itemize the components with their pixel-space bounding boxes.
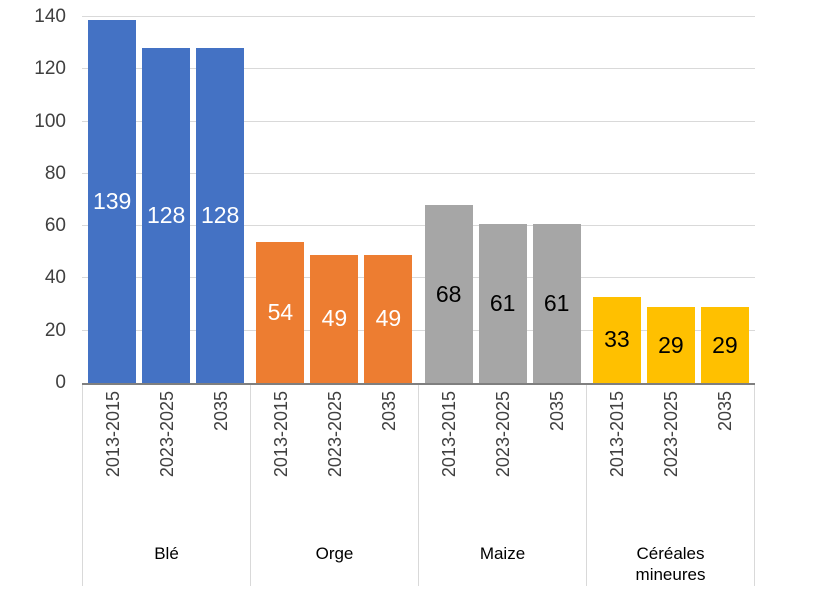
category-label: Blé	[154, 544, 179, 563]
x-tick-cell: 2013-2015	[257, 385, 305, 535]
x-axis-group-column: 2013-2015 2023-2025 2035 Orge	[250, 385, 418, 586]
x-tick-cell: 2035	[197, 385, 245, 535]
x-tick-label: 2013-2015	[438, 391, 459, 478]
bar-value-label: 29	[658, 331, 684, 358]
x-tick-cell: 2013-2015	[593, 385, 641, 535]
x-tick-label: 2023-2025	[324, 391, 345, 478]
bar: 29	[700, 307, 749, 383]
bar: 49	[364, 254, 413, 383]
bar-value-label: 61	[543, 289, 570, 316]
x-tick-label: 2013-2015	[270, 391, 291, 478]
bar-group: 33 29 29	[587, 17, 755, 383]
x-tick-cell: 2013-2015	[425, 385, 473, 535]
gridline	[82, 16, 755, 17]
x-tick-cell: 2023-2025	[143, 385, 191, 535]
bar: 29	[646, 307, 695, 383]
x-tick-cell: 2035	[533, 385, 581, 535]
x-tick-cell: 2035	[365, 385, 413, 535]
category-label: Orge	[315, 544, 354, 563]
bar: 128	[142, 48, 191, 383]
x-tick-label: 2035	[546, 391, 567, 432]
x-tick-cell: 2013-2015	[89, 385, 137, 535]
x-axis-group-column: 2013-2015 2023-2025 2035 Maize	[418, 385, 586, 586]
y-tick-label: 100	[34, 110, 66, 132]
x-tick-cell: 2023-2025	[479, 385, 527, 535]
bar: 139	[88, 19, 137, 383]
x-tick-label: 2023-2025	[492, 391, 513, 478]
y-tick-label: 80	[44, 162, 66, 184]
bar-value-label: 68	[435, 280, 462, 307]
y-tick-label: 140	[34, 6, 66, 27]
x-tick-label: 2013-2015	[606, 391, 627, 478]
x-tick-cell: 2023-2025	[311, 385, 359, 535]
x-axis: 2013-2015 2023-2025 2035 Blé 2013-2015 2023-2…	[82, 385, 755, 586]
category-label: Maize	[479, 544, 526, 563]
y-tick-label: 0	[55, 372, 66, 393]
bar-value-label: 61	[489, 289, 516, 316]
x-axis-group-column: 2013-2015 2023-2025 2035 Blé	[82, 385, 250, 586]
bar: 68	[424, 205, 473, 383]
bar: 49	[310, 254, 359, 383]
y-tick-label: 120	[34, 58, 66, 80]
bar-groups: 139 128 128 54 49 49 68 61 61 33 29 29	[82, 17, 755, 383]
bar: 54	[256, 241, 305, 383]
bar-group: 68 61 61	[419, 17, 587, 383]
bar-value-label: 33	[604, 326, 630, 353]
gridline	[82, 329, 755, 331]
x-tick-label: 2035	[378, 391, 399, 432]
gridline	[82, 68, 755, 70]
bar-group: 139 128 128	[82, 17, 250, 383]
y-tick-label: 20	[44, 319, 66, 341]
bar: 33	[592, 296, 641, 383]
x-tick-cell: 2035	[701, 385, 749, 535]
bar: 61	[532, 223, 581, 383]
y-tick-label: 40	[44, 267, 66, 289]
gridlines	[82, 16, 755, 383]
gridline	[82, 225, 755, 227]
bar-value-label: 49	[375, 305, 402, 332]
x-tick-label: 2035	[714, 391, 735, 432]
bar-value-label: 29	[712, 331, 738, 358]
y-tick-label: 60	[44, 215, 66, 237]
bar-value-label: 139	[92, 187, 132, 214]
bar-value-label: 128	[146, 202, 186, 229]
bar-value-label: 128	[200, 202, 240, 229]
bar-group: 54 49 49	[250, 17, 418, 383]
bar-value-label: 54	[267, 298, 294, 325]
gridline	[82, 120, 755, 122]
x-tick-label: 2023-2025	[660, 391, 681, 478]
y-axis-tick-labels: 0 20 40 60 80 100 120 140	[0, 6, 74, 393]
category-label: Céréales mineures	[635, 544, 706, 585]
x-tick-label: 2013-2015	[102, 391, 123, 478]
x-tick-label: 2023-2025	[156, 391, 177, 478]
x-tick-cell: 2023-2025	[647, 385, 695, 535]
plot-area: 139 128 128 54 49 49 68 61 61 33 29 29	[82, 16, 755, 385]
gridline	[82, 277, 755, 279]
bar: 61	[478, 223, 527, 383]
x-tick-label: 2035	[210, 391, 231, 432]
bar-value-label: 49	[321, 305, 348, 332]
x-axis-group-column: 2013-2015 2023-2025 2035 Céréales mineures	[586, 385, 755, 586]
gridline	[82, 172, 755, 174]
bar: 128	[196, 48, 245, 383]
